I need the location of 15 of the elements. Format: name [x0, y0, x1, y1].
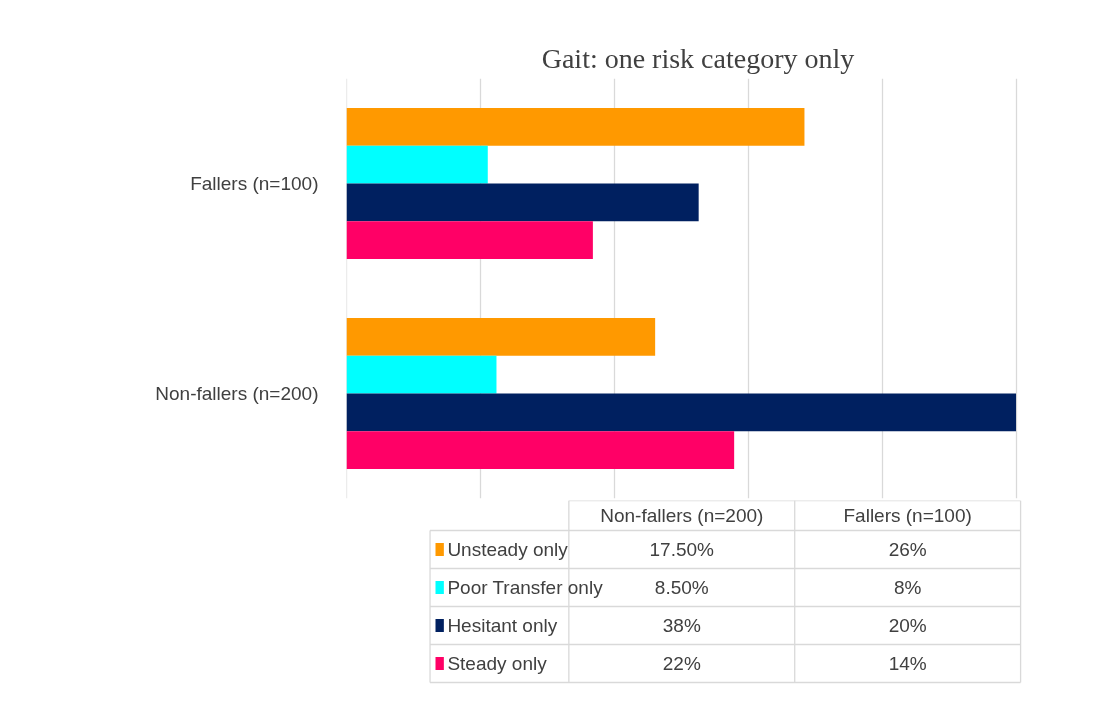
legend-label: Hesitant only: [447, 615, 558, 636]
chart-title: Gait: one risk category only: [541, 42, 855, 74]
text: 26%: [888, 539, 927, 560]
text: 22%: [662, 653, 701, 674]
text: 17.50%: [649, 539, 715, 560]
text: 8.50%: [654, 577, 709, 598]
legend-label: Poor Transfer only: [447, 577, 604, 598]
legend-label: Unsteady only: [447, 539, 569, 560]
text: 8%: [893, 577, 922, 598]
category-label: Fallers (n=100): [843, 505, 972, 526]
text: 38%: [662, 615, 701, 636]
text: 20%: [888, 615, 927, 636]
legend-label: Steady only: [447, 653, 548, 674]
category-label: Non-fallers (n=200): [600, 505, 764, 526]
text: 14%: [888, 653, 927, 674]
